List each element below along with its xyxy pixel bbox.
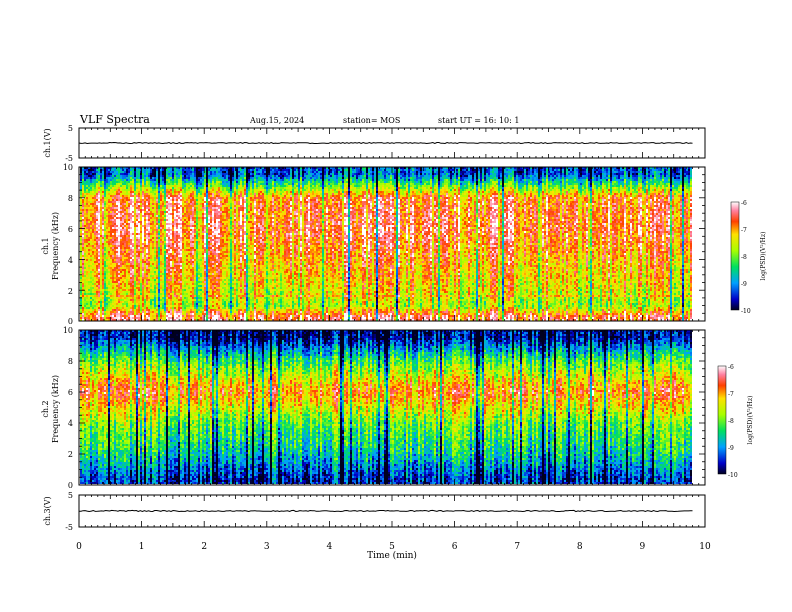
ch1-freq-tick-8: 8 <box>68 194 73 203</box>
ch1-freq-tick-10: 10 <box>63 163 73 172</box>
ch2-cb-tick-2: -7 <box>728 391 734 398</box>
ch1-colorbar <box>731 202 739 310</box>
date-label: Aug.15, 2024 <box>249 116 304 125</box>
ch2-freq-ticks: 0 2 4 6 8 10 <box>63 326 73 490</box>
ch2-freq-tick-4: 4 <box>68 419 73 428</box>
ch2-cb-tick-4: -9 <box>728 445 734 452</box>
ch3-voltage-ylabel: ch.3(V) <box>43 496 52 525</box>
ch1-freq-tick-6: 6 <box>68 225 73 234</box>
time-tick-9: 9 <box>640 542 646 552</box>
ch1-ytick-top: 5 <box>68 124 73 133</box>
vlf-spectra-figure: VLF Spectra Aug.15, 2024 station= MOS st… <box>0 0 792 612</box>
time-tick-8: 8 <box>577 542 583 552</box>
ch1-freq-tick-0: 0 <box>68 317 73 326</box>
ch2-cb-tick-top: -6 <box>728 364 734 371</box>
ch1-cb-tick-bottom: -10 <box>741 308 751 315</box>
ch2-spectrogram-panel: 0 2 4 6 8 10 ch.2 Frequency (kHz) -6 -7 … <box>41 326 754 490</box>
chart-title: VLF Spectra <box>79 113 150 126</box>
ch1-voltage-ylabel: ch.1(V) <box>43 128 52 157</box>
ch2-colorbar <box>718 366 726 474</box>
ch2-freq-tick-6: 6 <box>68 388 73 397</box>
ch2-colorbar-label: log(PSD)(V²/Hz) <box>747 396 754 445</box>
ch3-ytick-bottom: -5 <box>65 523 73 532</box>
ch2-freq-tick-2: 2 <box>68 450 73 459</box>
time-axis: 0 1 2 3 4 5 6 7 8 9 10 Time (min) <box>76 542 711 561</box>
ch2-cb-tick-bottom: -10 <box>728 472 738 479</box>
ch1-freq-tick-4: 4 <box>68 256 73 265</box>
time-tick-4: 4 <box>327 542 333 552</box>
ch2-freq-tick-10: 10 <box>63 326 73 335</box>
station-label: station= MOS <box>343 116 400 125</box>
ch1-ytick-bottom: -5 <box>65 154 73 163</box>
ch1-voltage-panel: 5 -5 ch.1(V) <box>43 124 705 163</box>
time-tick-1: 1 <box>139 542 145 552</box>
ch1-spectrogram-image <box>79 167 705 321</box>
ch3-voltage-trace <box>79 510 693 511</box>
start-ut-label: start UT = 16: 10: 1 <box>438 116 519 125</box>
ch1-channel-label: ch.1 <box>41 237 50 254</box>
ch1-freq-tick-2: 2 <box>68 287 73 296</box>
ch2-spectrogram-image <box>79 330 705 485</box>
ch2-freq-tick-0: 0 <box>68 481 73 490</box>
time-tick-0: 0 <box>76 542 82 552</box>
ch2-cb-tick-3: -8 <box>728 418 734 425</box>
time-tick-3: 3 <box>264 542 270 552</box>
ch3-voltage-panel: 5 -5 ch.3(V) <box>43 491 705 532</box>
ch1-freq-ylabel: Frequency (kHz) <box>51 212 60 280</box>
ch2-channel-label: ch.2 <box>41 400 50 417</box>
ch2-freq-ylabel: Frequency (kHz) <box>51 375 60 443</box>
ch1-cb-tick-4: -9 <box>741 281 747 288</box>
ch1-colorbar-label: log(PSD)(V²/Hz) <box>760 232 767 281</box>
time-tick-6: 6 <box>452 542 458 552</box>
ch3-ytick-top: 5 <box>68 491 73 500</box>
time-axis-label: Time (min) <box>367 550 417 561</box>
ch1-spectrogram-panel: 0 2 4 6 8 10 ch.1 Frequency (kHz) -6 -7 … <box>41 163 767 326</box>
ch2-freq-tick-8: 8 <box>68 357 73 366</box>
ch1-freq-ticks: 0 2 4 6 8 10 <box>63 163 73 326</box>
time-tick-2: 2 <box>201 542 207 552</box>
ch1-voltage-trace <box>79 143 693 144</box>
time-tick-7: 7 <box>514 542 520 552</box>
ch1-cb-tick-top: -6 <box>741 200 747 207</box>
ch1-cb-tick-3: -8 <box>741 254 747 261</box>
ch1-cb-tick-2: -7 <box>741 227 747 234</box>
time-tick-10: 10 <box>699 542 711 552</box>
